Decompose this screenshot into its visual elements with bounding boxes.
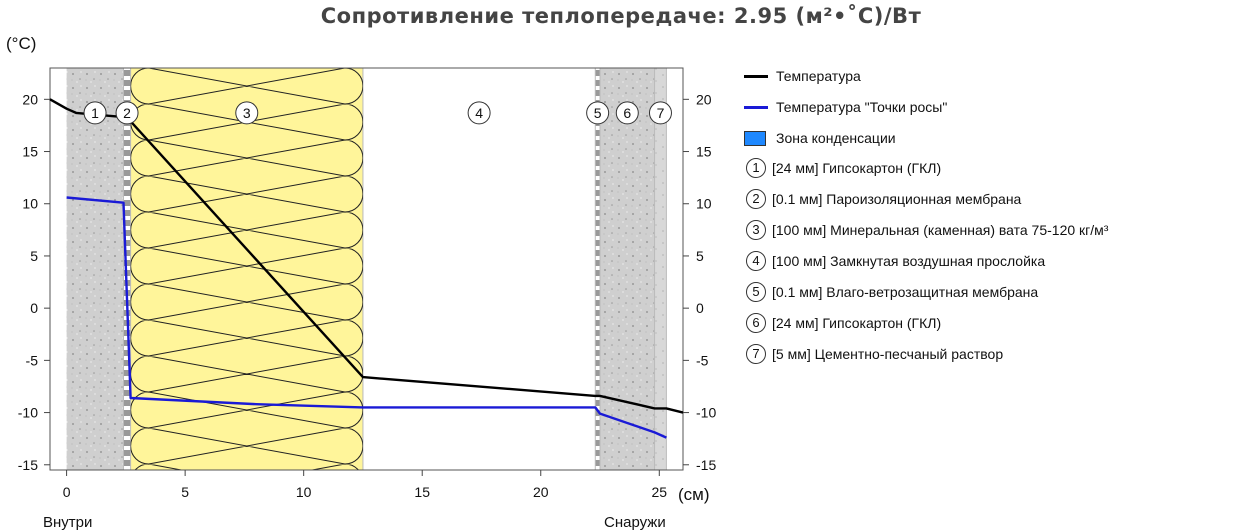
layer-1-marker (83, 101, 107, 125)
x-tick-label: 0 (63, 484, 71, 500)
layer-4-marker (467, 101, 491, 125)
y-tick-label-left: 20 (22, 91, 38, 107)
condensation-zone-icon (744, 130, 766, 146)
layer-6-band (600, 68, 655, 470)
legend-dew-point-label: Температура "Точки росы" (776, 99, 948, 115)
layer-6-marker (615, 101, 639, 125)
y-tick-label-left: -5 (26, 352, 39, 368)
legend-layer-label: [24 мм] Гипсокартон (ГКЛ) (772, 315, 942, 331)
y-tick-label-right: -10 (696, 405, 716, 421)
y-tick-label-left: 5 (30, 248, 38, 264)
layer-7-band (654, 68, 667, 470)
legend-layer-4: 4 [100 мм] Замкнутая воздушная прослойка (744, 251, 1045, 271)
chart-title: Сопротивление теплопередаче: 2.95 (м²•˚С… (320, 4, 922, 28)
inside-label: Внутри (43, 514, 93, 531)
layer-3-number: 3 (243, 105, 251, 121)
y-tick-label-right: 0 (696, 300, 704, 316)
layer-5-number: 5 (594, 105, 602, 121)
layer-number-icon: 1 (746, 158, 766, 178)
layer-number-icon: 7 (746, 344, 766, 364)
layer-number-icon: 2 (746, 189, 766, 209)
y-tick-label-right: -5 (696, 352, 709, 368)
y-tick-label-right: 10 (696, 196, 712, 212)
legend-layer-1: 1 [24 мм] Гипсокартон (ГКЛ) (744, 158, 941, 178)
layer-number-icon: 4 (746, 251, 766, 271)
black-line-icon (744, 74, 768, 78)
layer-4-number: 4 (475, 105, 483, 121)
x-tick-label: 10 (296, 484, 312, 500)
legend-layer-6: 6 [24 мм] Гипсокартон (ГКЛ) (744, 313, 941, 333)
layer-5-band (595, 68, 601, 470)
layer-2-marker (115, 101, 139, 125)
x-tick-label: 25 (652, 484, 668, 500)
y-tick-label-left: 15 (22, 144, 38, 160)
y-tick-label-right: -15 (696, 457, 716, 473)
layer-3-marker (235, 101, 259, 125)
legend-temperature-label: Температура (776, 68, 861, 84)
temperature-line (49, 98, 684, 414)
x-tick-label: 15 (414, 484, 430, 500)
legend-layer-3: 3 [100 мм] Минеральная (каменная) вата 75… (744, 220, 1108, 240)
y-tick-label-left: -15 (18, 457, 38, 473)
legend-layer-label: [0.1 мм] Влаго-ветрозащитная мембрана (772, 284, 1039, 300)
y-tick-label-right: 20 (696, 91, 712, 107)
legend-layer-label: [100 мм] Замкнутая воздушная прослойка (772, 253, 1046, 269)
legend-layer-label: [100 мм] Минеральная (каменная) вата 75-… (772, 222, 1109, 238)
layer-number-icon: 6 (746, 313, 766, 333)
layer-number-icon: 5 (746, 282, 766, 302)
layer-1-number: 1 (91, 105, 99, 121)
x-tick-label: 20 (533, 484, 549, 500)
plot-frame (49, 67, 684, 471)
dew-point-line (66, 196, 667, 439)
layer-2-number: 2 (123, 105, 131, 121)
y-tick-label-left: 0 (30, 300, 38, 316)
layer-6-number: 6 (623, 105, 631, 121)
layer-5-marker (586, 101, 610, 125)
legend-condensation-label: Зона конденсации (776, 130, 896, 146)
legend-layer-7: 7 [5 мм] Цементно-песчаный раствор (744, 344, 1003, 364)
layer-4-band (362, 68, 596, 470)
legend-layer-5: 5 [0.1 мм] Влаго-ветрозащитная мембрана (744, 282, 1038, 302)
legend-layer-label: [24 мм] Гипсокартон (ГКЛ) (772, 160, 942, 176)
y-tick-label-right: 15 (696, 144, 712, 160)
x-axis-unit: (см) (678, 485, 710, 504)
layer-7-marker (648, 101, 672, 125)
legend-temperature: Температура (744, 66, 861, 86)
layer-1-band (66, 68, 124, 470)
y-axis-unit: (°C) (6, 34, 37, 53)
layer-number-icon: 3 (746, 220, 766, 240)
legend-dew-point: Температура "Точки росы" (744, 97, 947, 117)
y-tick-label-right: 5 (696, 248, 704, 264)
y-tick-label-left: 10 (22, 196, 38, 212)
outside-label: Снаружи (604, 514, 666, 531)
y-tick-label-left: -10 (18, 405, 38, 421)
legend-layer-label: [0.1 мм] Пароизоляционная мембрана (772, 191, 1022, 207)
blue-line-icon (744, 105, 768, 109)
legend-layer-2: 2 [0.1 мм] Пароизоляционная мембрана (744, 189, 1021, 209)
legend-condensation: Зона конденсации (744, 128, 896, 148)
x-tick-label: 5 (181, 484, 189, 500)
legend-layer-label: [5 мм] Цементно-песчаный раствор (772, 346, 1004, 362)
layer-7-number: 7 (657, 105, 665, 121)
